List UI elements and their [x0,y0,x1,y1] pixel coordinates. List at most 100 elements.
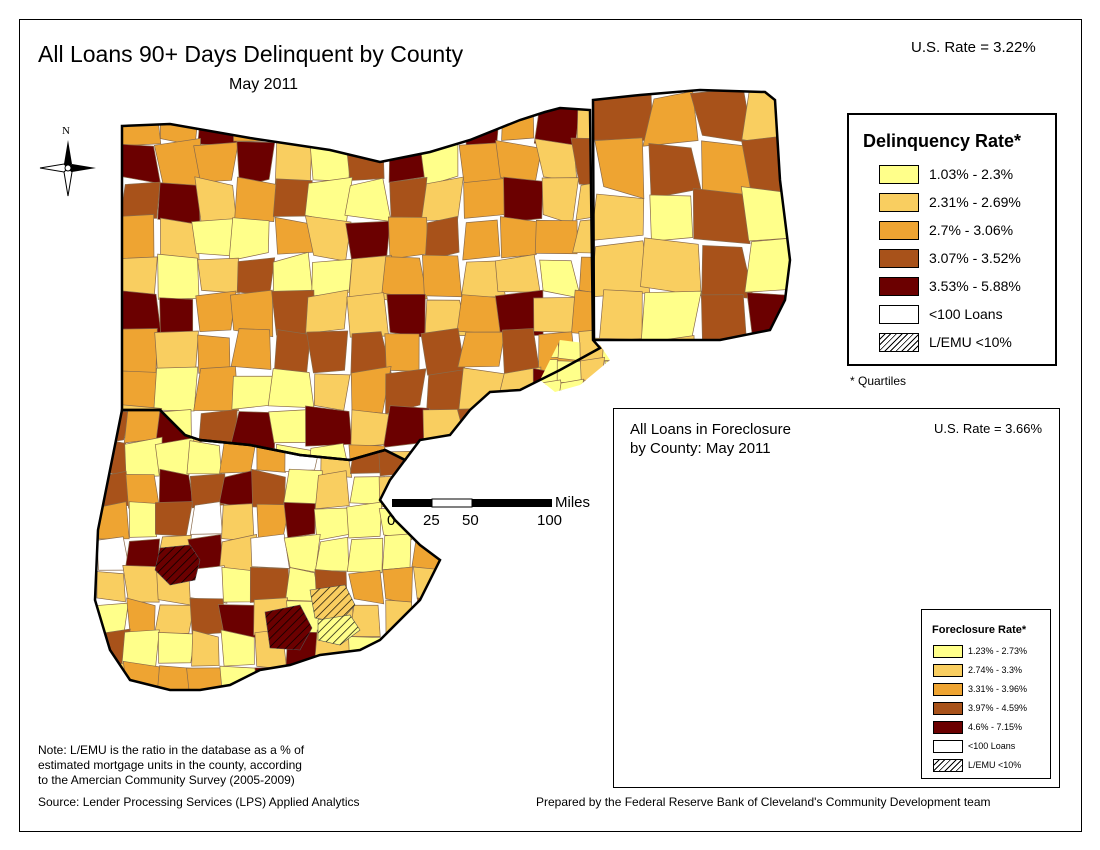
county [420,176,464,221]
county [534,220,578,255]
county [267,368,315,409]
county [350,696,384,730]
county [383,405,430,448]
county [534,138,578,182]
legend-label: L/EMU <10% [968,760,1022,770]
county [268,409,311,444]
legend-swatch [933,702,963,715]
county [648,143,702,199]
county [186,667,225,690]
map-subtitle: May 2011 [229,76,299,93]
county [646,335,697,340]
legend-label: 1.03% - 2.3% [929,166,1014,182]
legend-label: <100 Loans [968,741,1016,751]
county [557,378,584,392]
county [186,440,222,475]
us-rate-delinquency: U.S. Rate = 3.22% [911,39,1036,56]
county [122,181,161,220]
county [381,256,428,300]
county [122,565,160,603]
county [412,566,440,600]
county [153,366,199,412]
county [157,253,200,300]
legend-label: 3.97% - 4.59% [968,703,1028,713]
legend-swatch [879,165,919,184]
county [385,368,427,415]
county [346,537,384,574]
legend-swatch [879,333,919,352]
county [539,259,582,299]
legend-label: 2.74% - 3.3% [968,665,1023,675]
county [640,237,702,297]
legend-swatch [879,277,919,296]
legend-swatch [879,221,919,240]
county [447,537,479,571]
county [236,141,276,188]
note-line-3: to the Amercian Community Survey (2005-2… [38,773,295,787]
county [448,694,481,729]
legend-label: 3.53% - 5.88% [929,278,1021,294]
legend-label: 2.31% - 2.69% [929,194,1021,210]
county [443,598,479,637]
north-label: N [62,125,70,137]
county [740,186,790,242]
county [348,569,385,605]
county [159,297,194,333]
county [123,693,161,731]
county [496,444,543,460]
scale-bar [392,498,552,508]
county [575,411,600,448]
county [380,665,419,690]
county [314,470,350,510]
county [308,108,351,142]
county [420,327,466,376]
county [234,176,278,222]
county [195,290,237,332]
county [797,96,847,139]
county [640,290,702,340]
county [154,604,195,635]
legend-label: 3.07% - 3.52% [929,250,1021,266]
county [593,94,654,141]
legend-label: <100 Loans [929,306,1003,322]
county [189,501,223,535]
county [381,699,415,733]
county [378,633,416,669]
county [593,193,645,241]
scale-tick-25: 25 [423,512,440,529]
county [236,257,276,297]
legend-label: 3.31% - 3.96% [968,684,1028,694]
scale-unit-label: Miles [555,494,591,511]
county [387,216,429,260]
county [346,108,392,146]
county [283,502,316,539]
county [197,108,240,146]
county [157,632,196,664]
county [571,441,600,460]
county [450,441,478,474]
county [191,218,237,257]
county [315,662,356,690]
source-text: Source: Lender Processing Services (LPS)… [38,795,360,809]
county [422,254,462,298]
legend-swatch [933,721,963,734]
legend-swatch [879,305,919,324]
county [96,470,130,507]
county [121,629,160,668]
county [793,237,850,297]
county [503,176,544,223]
foreclosure-legend: Foreclosure Rate* 1.23% - 2.73% 2.74% - … [921,609,1051,779]
county [533,297,576,333]
county [412,697,448,733]
county [271,108,312,144]
note-line-1: Note: L/EMU is the ratio in the database… [38,743,305,757]
legend-swatch [879,249,919,268]
county [304,215,352,262]
county [598,289,643,340]
county [285,695,321,730]
delinquency-legend: Delinquency Rate* 1.03% - 2.3% 2.31% - 2… [847,113,1057,366]
county [410,631,440,665]
county [594,137,645,200]
county [350,365,392,414]
county [190,697,226,734]
